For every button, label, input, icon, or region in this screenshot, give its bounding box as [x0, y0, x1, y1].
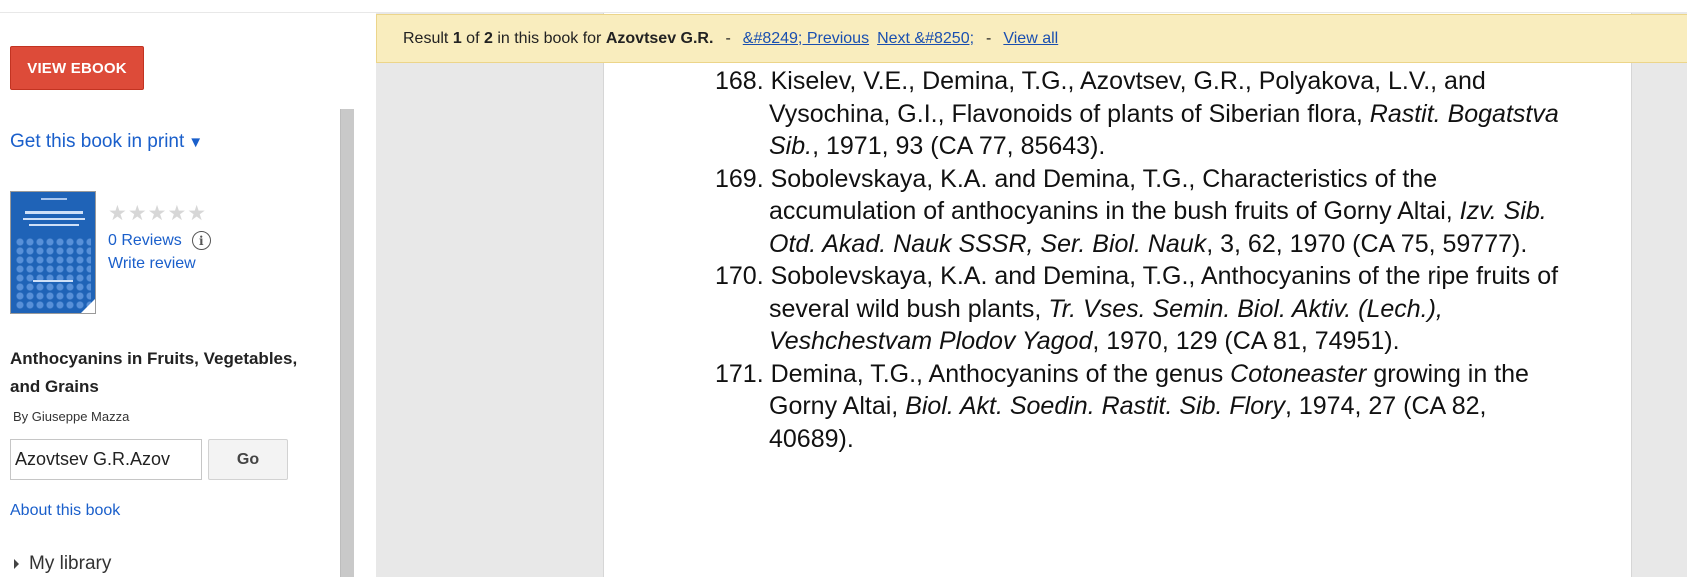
expand-triangle-icon [14, 559, 19, 569]
cover-text-line [25, 211, 83, 214]
about-this-book-link[interactable]: About this book [10, 502, 121, 519]
banner-of: of [466, 29, 480, 47]
my-library-toggle[interactable]: My library [14, 553, 111, 575]
cover-pattern [15, 237, 91, 309]
ref-citation: , 1971, 93 (CA 77, 85643). [812, 132, 1106, 160]
ref-citation: , 1974, 27 (CA 82, 40689). [769, 392, 1487, 453]
rating-stars[interactable]: ★★★★★ [108, 202, 208, 225]
reviews-row: 0 Reviews i [108, 231, 211, 250]
view-ebook-button[interactable]: VIEW EBOOK [10, 46, 144, 90]
ref-text: growing in the Gorny Altai, [769, 359, 1529, 421]
sidebar-scrollbar[interactable] [340, 109, 354, 577]
ref-text: 168. Kiselev, V.E., Demina, T.G., Azovts… [715, 67, 1486, 128]
ref-journal: Tr. Vses. Semin. Biol. Aktiv. (Lech.), V… [769, 294, 1443, 356]
dropdown-arrow-icon: ▼ [188, 134, 204, 151]
cover-corner [81, 299, 95, 313]
go-button[interactable]: Go [208, 439, 288, 480]
book-cover[interactable] [10, 191, 96, 314]
banner-query: Azovtsev G.R. [605, 29, 714, 47]
book-title: Anthocyanins in Fruits, Vegetables, and … [10, 349, 298, 396]
info-icon[interactable]: i [191, 231, 211, 250]
search-in-book-input[interactable] [10, 439, 202, 480]
reference-171: 171. Demina, T.G., Anthocyanins of the g… [715, 358, 1575, 456]
banner-total: 2 [483, 29, 493, 47]
get-print-label: Get this book in print [10, 131, 185, 152]
view-all-link[interactable]: View all [1003, 29, 1059, 47]
top-bar [0, 0, 1687, 13]
book-page: 168. Kiselev, V.E., Demina, T.G., Azovts… [603, 13, 1632, 577]
ref-text: 171. Demina, T.G., Anthocyanins of the g… [715, 359, 1224, 388]
reference-170: 170. Sobolevskaya, K.A. and Demina, T.G.… [715, 260, 1575, 358]
my-library-label: My library [29, 553, 112, 574]
next-result-link[interactable]: Next &#8250; [877, 29, 975, 47]
page-viewer[interactable]: 168. Kiselev, V.E., Demina, T.G., Azovts… [376, 13, 1687, 577]
banner-separator: - [725, 29, 731, 47]
banner-in-book: in this book for [497, 29, 602, 47]
get-book-in-print-link[interactable]: Get this book in print ▼ [10, 131, 203, 153]
reference-169: 169. Sobolevskaya, K.A. and Demina, T.G.… [715, 163, 1575, 261]
previous-result-link[interactable]: &#8249; Previous [742, 29, 870, 47]
reviews-link[interactable]: 0 Reviews [108, 231, 182, 249]
book-author: By Giuseppe Mazza [13, 409, 130, 424]
ref-journal: Izv. Sib. Otd. Akad. Nauk SSSR, Ser. Bio… [769, 197, 1547, 258]
ref-text: 170. Sobolevskaya, K.A. and Demina, T.G.… [715, 262, 1559, 323]
cover-text-line [29, 224, 79, 226]
ref-citation: , 1970, 129 (CA 81, 74951). [1092, 327, 1400, 355]
ref-text: 169. Sobolevskaya, K.A. and Demina, T.G.… [715, 164, 1453, 226]
ref-genus: Cotoneaster [1230, 359, 1367, 388]
ref-journal: Biol. Akt. Soedin. Rastit. Sib. Flory [905, 392, 1285, 420]
banner-result-word: Result [403, 29, 449, 47]
write-review-link[interactable]: Write review [108, 255, 196, 272]
sidebar: VIEW EBOOK Get this book in print ▼ ★★★★★… [0, 13, 376, 577]
cover-text-line [41, 198, 67, 200]
page-text: 168. Kiselev, V.E., Demina, T.G., Azovts… [715, 65, 1575, 455]
ref-journal: Rastit. Bogatstva Sib. [769, 99, 1559, 161]
banner-separator: - [986, 29, 992, 47]
cover-text-line [33, 280, 73, 282]
reference-168: 168. Kiselev, V.E., Demina, T.G., Azovts… [715, 65, 1575, 163]
search-result-banner: Result 1 of 2 in this book for Azovtsev … [376, 14, 1687, 63]
ref-citation: , 3, 62, 1970 (CA 75, 59777). [1206, 229, 1528, 258]
banner-current: 1 [452, 29, 462, 47]
cover-text-line [23, 218, 85, 220]
